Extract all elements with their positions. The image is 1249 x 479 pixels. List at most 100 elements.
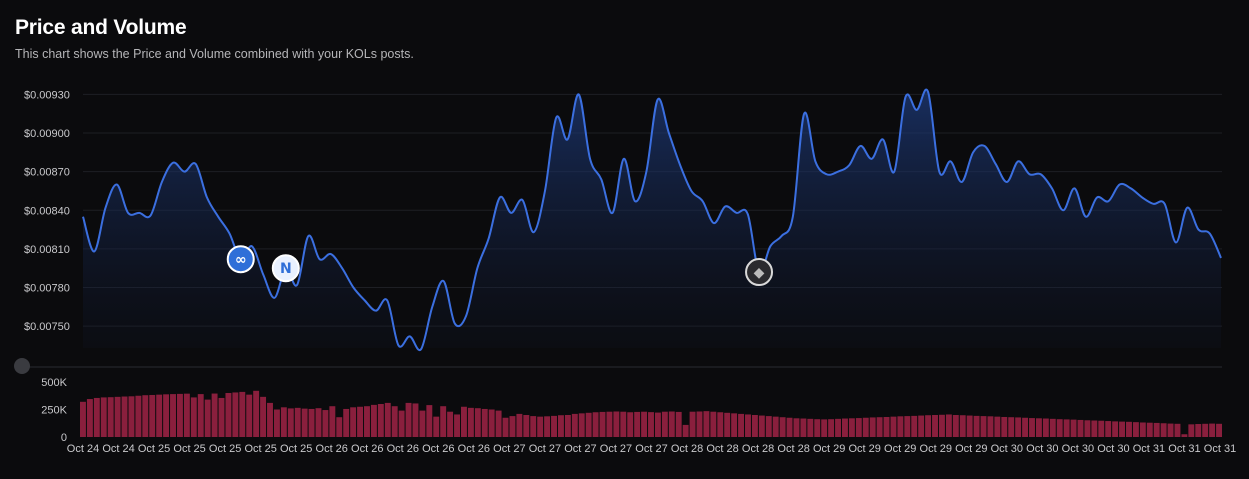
volume-bar bbox=[93, 397, 100, 437]
kol-avatar-n-icon[interactable]: N bbox=[271, 254, 300, 283]
volume-bar bbox=[1181, 434, 1188, 437]
price-y-tick-label: $0.00750 bbox=[24, 321, 70, 333]
volume-bar bbox=[467, 407, 474, 437]
volume-bar bbox=[454, 414, 460, 437]
price-y-axis: $0.00930 $0.00900 $0.00870 $0.00840 $0.00810… bbox=[24, 89, 70, 333]
volume-bar bbox=[842, 418, 848, 437]
x-tick-label: Oct 30 bbox=[991, 443, 1023, 455]
volume-bar bbox=[710, 411, 717, 437]
volume-bar bbox=[876, 417, 883, 437]
volume-bar bbox=[398, 410, 405, 437]
volume-bar bbox=[987, 416, 994, 437]
volume-bar bbox=[1209, 423, 1216, 437]
volume-bar bbox=[1022, 417, 1029, 437]
volume-bar bbox=[855, 418, 862, 437]
volume-bar bbox=[246, 394, 253, 437]
volume-bar bbox=[474, 408, 481, 437]
x-tick-label: Oct 31 bbox=[1133, 443, 1165, 455]
volume-bar bbox=[502, 417, 509, 437]
volume-bar bbox=[170, 394, 176, 437]
volume-bar bbox=[634, 411, 641, 437]
volume-bar bbox=[1056, 419, 1063, 437]
volume-bar bbox=[1153, 422, 1160, 437]
volume-bar bbox=[135, 395, 142, 437]
volume-bar bbox=[980, 416, 987, 437]
x-tick-label: Oct 30 bbox=[1097, 443, 1129, 455]
volume-bar bbox=[1126, 421, 1132, 437]
volume-bar bbox=[183, 393, 190, 437]
volume-bar bbox=[925, 415, 932, 437]
x-tick-label: Oct 27 bbox=[529, 443, 561, 455]
volume-bar bbox=[370, 404, 377, 437]
volume-bar bbox=[1001, 416, 1008, 437]
x-tick-label: Oct 28 bbox=[706, 443, 738, 455]
volume-bar bbox=[1098, 420, 1105, 437]
kol-post-markers[interactable]: ∞ N ◆ bbox=[226, 245, 774, 287]
volume-bar bbox=[814, 419, 821, 437]
volume-bar bbox=[585, 412, 592, 437]
volume-bar bbox=[828, 419, 835, 437]
price-y-tick-label: $0.00810 bbox=[24, 244, 70, 256]
volume-bar bbox=[661, 411, 668, 437]
volume-bar bbox=[350, 407, 357, 437]
volume-bar bbox=[779, 417, 786, 437]
volume-bar bbox=[564, 415, 571, 437]
x-tick-label: Oct 28 bbox=[777, 443, 809, 455]
volume-bar bbox=[142, 395, 149, 437]
volume-bar bbox=[211, 393, 218, 437]
kol-avatar-dark-icon[interactable]: ◆ bbox=[745, 258, 774, 287]
price-y-tick-label: $0.00930 bbox=[24, 89, 70, 101]
volume-bar bbox=[1195, 424, 1202, 437]
volume-bar bbox=[945, 414, 952, 437]
volume-bar bbox=[689, 411, 696, 437]
volume-bar bbox=[918, 415, 925, 437]
volume-bar bbox=[627, 412, 634, 437]
volume-bar bbox=[197, 394, 204, 437]
volume-bar bbox=[731, 413, 738, 437]
volume-bar bbox=[239, 391, 246, 437]
volume-bar bbox=[419, 410, 426, 437]
x-axis: Oct 24 Oct 24 Oct 25 Oct 25 Oct 25 Oct 25 Oct … bbox=[67, 443, 1236, 455]
volume-y-axis: 500K 250K 0 bbox=[41, 377, 67, 444]
x-tick-label: Oct 26 bbox=[316, 443, 348, 455]
volume-bar bbox=[966, 415, 973, 437]
volume-bar bbox=[440, 406, 447, 437]
volume-bar bbox=[883, 416, 890, 437]
svg-text:∞: ∞ bbox=[235, 252, 247, 268]
x-tick-label: Oct 29 bbox=[848, 443, 880, 455]
volume-bar bbox=[1160, 423, 1167, 437]
volume-bar bbox=[599, 411, 606, 437]
x-tick-label: Oct 29 bbox=[884, 443, 916, 455]
volume-bar bbox=[682, 424, 689, 437]
x-tick-label: Oct 26 bbox=[422, 443, 454, 455]
price-y-tick-label: $0.00840 bbox=[24, 205, 70, 217]
volume-bar bbox=[904, 416, 911, 437]
volume-bar bbox=[848, 418, 855, 437]
volume-bar bbox=[938, 414, 945, 437]
volume-bar bbox=[447, 411, 454, 437]
volume-bar bbox=[273, 409, 280, 437]
price-y-tick-label: $0.00870 bbox=[24, 167, 70, 179]
volume-bar bbox=[675, 411, 682, 437]
volume-bar bbox=[1174, 423, 1181, 437]
x-tick-label: Oct 26 bbox=[387, 443, 419, 455]
range-slider-handle[interactable] bbox=[14, 358, 30, 374]
volume-bar bbox=[890, 416, 897, 437]
kol-avatar-blue-icon[interactable]: ∞ bbox=[226, 245, 255, 274]
volume-bar bbox=[1105, 421, 1112, 437]
volume-bar bbox=[952, 415, 959, 437]
volume-bar bbox=[592, 412, 599, 437]
x-tick-label: Oct 27 bbox=[600, 443, 632, 455]
volume-bar bbox=[433, 416, 440, 437]
volume-bar bbox=[80, 401, 86, 437]
volume-bar bbox=[959, 415, 966, 437]
chart-header: Price and Volume This chart shows the Pr… bbox=[15, 16, 414, 61]
volume-bar bbox=[544, 416, 551, 437]
volume-bar bbox=[973, 415, 980, 437]
volume-y-tick-label: 250K bbox=[41, 405, 67, 417]
volume-bar bbox=[461, 406, 467, 437]
volume-bar bbox=[1049, 418, 1056, 437]
volume-bar bbox=[537, 416, 544, 437]
volume-bar bbox=[1188, 424, 1195, 437]
